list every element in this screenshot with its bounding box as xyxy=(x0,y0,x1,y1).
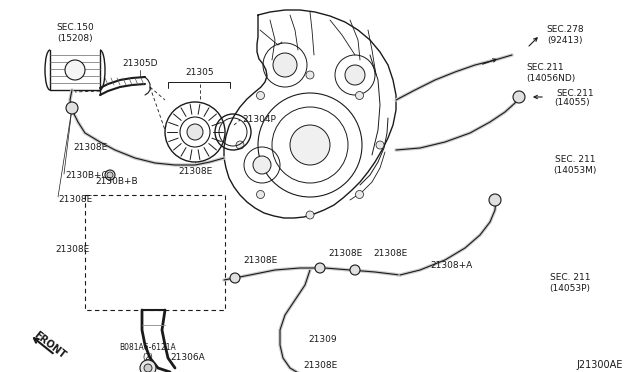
Text: FRONT: FRONT xyxy=(32,330,68,360)
Circle shape xyxy=(306,71,314,79)
Circle shape xyxy=(66,102,78,114)
Circle shape xyxy=(187,124,203,140)
Circle shape xyxy=(350,265,360,275)
Text: SEC.211: SEC.211 xyxy=(556,89,594,97)
Circle shape xyxy=(105,170,115,180)
Circle shape xyxy=(376,141,384,149)
Text: (15208): (15208) xyxy=(57,33,93,42)
Text: (2): (2) xyxy=(143,353,154,362)
Text: 21309: 21309 xyxy=(308,336,337,344)
Circle shape xyxy=(140,360,156,372)
Circle shape xyxy=(290,125,330,165)
Text: B081A6-6121A: B081A6-6121A xyxy=(120,343,177,352)
Text: (14055): (14055) xyxy=(554,99,590,108)
Text: SEC. 211: SEC. 211 xyxy=(550,273,590,282)
Circle shape xyxy=(144,364,152,372)
Circle shape xyxy=(253,156,271,174)
Text: (14056ND): (14056ND) xyxy=(526,74,575,83)
Circle shape xyxy=(107,172,113,178)
Circle shape xyxy=(306,211,314,219)
Circle shape xyxy=(489,194,501,206)
Text: SEC.150: SEC.150 xyxy=(56,23,94,32)
Circle shape xyxy=(355,92,364,99)
Text: SEC. 211: SEC. 211 xyxy=(555,155,595,164)
Circle shape xyxy=(65,60,85,80)
Circle shape xyxy=(315,263,325,273)
Text: 21305: 21305 xyxy=(186,68,214,77)
Circle shape xyxy=(257,92,264,99)
Text: SEC.278: SEC.278 xyxy=(546,26,584,35)
Text: 21308E: 21308E xyxy=(55,246,89,254)
Circle shape xyxy=(273,53,297,77)
Circle shape xyxy=(513,91,525,103)
Text: SEC.211: SEC.211 xyxy=(526,64,564,73)
Text: 21308E: 21308E xyxy=(178,167,212,176)
Circle shape xyxy=(345,65,365,85)
Text: 21308E: 21308E xyxy=(373,249,407,258)
Text: 21305D: 21305D xyxy=(122,59,157,68)
Text: 21308E: 21308E xyxy=(303,361,337,370)
Text: 21308E: 21308E xyxy=(73,143,107,152)
Text: J21300AE: J21300AE xyxy=(577,360,623,370)
Text: (14053P): (14053P) xyxy=(550,283,591,292)
Text: 21308E: 21308E xyxy=(58,196,92,205)
Text: 21306A: 21306A xyxy=(170,353,205,362)
Text: (92413): (92413) xyxy=(547,35,583,45)
Circle shape xyxy=(257,190,264,199)
Text: 21304P: 21304P xyxy=(242,115,276,125)
Text: 2130B+C: 2130B+C xyxy=(65,170,108,180)
Text: 2130B+B: 2130B+B xyxy=(95,177,138,186)
Circle shape xyxy=(230,273,240,283)
Text: (14053M): (14053M) xyxy=(554,166,596,174)
Circle shape xyxy=(355,190,364,199)
Text: 21308E: 21308E xyxy=(243,256,277,265)
Text: 21308E: 21308E xyxy=(328,249,362,258)
Circle shape xyxy=(236,141,244,149)
Text: 21308+A: 21308+A xyxy=(430,260,472,269)
